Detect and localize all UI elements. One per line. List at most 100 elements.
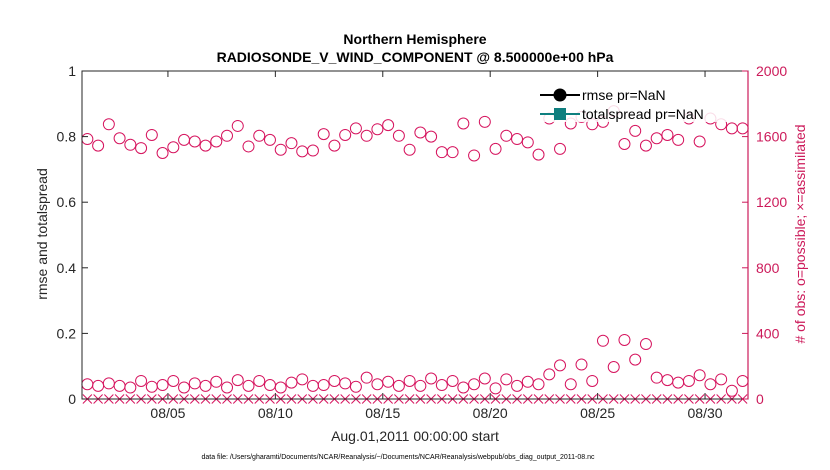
y-right-tick-label: 1600: [756, 129, 787, 145]
obs-possible-point: [102, 377, 115, 390]
obs-possible-point: [403, 143, 416, 156]
obs-possible-point: [478, 115, 491, 128]
obs-possible-point: [629, 353, 642, 366]
obs-possible-point: [231, 119, 244, 132]
obs-possible-point: [124, 381, 137, 394]
obs-possible-point: [113, 132, 126, 145]
obs-possible-point: [575, 358, 588, 371]
obs-possible-point: [296, 145, 309, 158]
obs-possible-point: [221, 129, 234, 142]
x-tick-label: 08/30: [688, 405, 723, 421]
obs-possible-point: [468, 149, 481, 162]
obs-possible-point: [414, 126, 427, 139]
obs-possible-point: [92, 379, 105, 392]
obs-possible-point: [156, 379, 169, 392]
obs-possible-point: [81, 133, 94, 146]
obs-possible-point: [403, 374, 416, 387]
obs-possible-point: [263, 379, 276, 392]
y-left-tick-label: 0.8: [57, 129, 77, 145]
obs-possible-point: [511, 133, 524, 146]
obs-possible-point: [210, 375, 223, 388]
y-right-tick-label: 0: [756, 391, 764, 407]
obs-possible-point: [425, 372, 438, 385]
obs-possible-point: [199, 379, 212, 392]
obs-possible-point: [339, 377, 352, 390]
obs-possible-point: [715, 373, 728, 386]
obs-possible-point: [650, 132, 663, 145]
obs-possible-point: [124, 138, 137, 151]
obs-possible-point: [188, 377, 201, 390]
obs-possible-point: [135, 142, 148, 155]
obs-possible-point: [135, 374, 148, 387]
obs-possible-point: [360, 371, 373, 384]
obs-possible-point: [564, 378, 577, 391]
x-tick-label: 08/20: [473, 405, 508, 421]
obs-possible-point: [682, 374, 695, 387]
obs-possible-point: [156, 147, 169, 159]
obs-possible-point: [188, 135, 201, 148]
obs-possible-point: [296, 373, 309, 386]
obs-possible-point: [478, 372, 491, 385]
y-left-tick-label: 0.4: [57, 260, 77, 276]
obs-possible-point: [167, 374, 180, 387]
chart-title-line1: Northern Hemisphere: [343, 31, 486, 47]
obs-possible-point: [554, 142, 567, 155]
obs-possible-point: [199, 139, 212, 152]
obs-possible-point: [145, 380, 158, 393]
obs-possible-point: [349, 380, 362, 393]
obs-possible-point: [500, 129, 513, 142]
obs-possible-point: [650, 371, 663, 384]
obs-possible-point: [349, 122, 362, 135]
x-tick-label: 08/15: [365, 405, 400, 421]
obs-possible-point: [414, 379, 427, 392]
y-right-tick-label: 800: [756, 260, 780, 276]
obs-possible-point: [543, 368, 556, 381]
obs-possible-point: [317, 379, 330, 392]
x-axis-label: Aug.01,2011 00:00:00 start: [331, 428, 499, 444]
chart-title-line2: RADIOSONDE_V_WIND_COMPONENT @ 8.500000e+…: [217, 49, 614, 65]
obs-possible-point: [629, 124, 642, 137]
obs-possible-point: [693, 135, 706, 148]
legend-label: totalspread pr=NaN: [582, 106, 704, 122]
obs-possible-point: [554, 359, 567, 372]
obs-possible-point: [360, 129, 373, 142]
obs-possible-point: [672, 133, 685, 146]
obs-possible-point: [468, 378, 481, 391]
obs-possible-point: [392, 379, 405, 392]
obs-possible-point: [339, 128, 352, 141]
obs-possible-point: [511, 379, 524, 392]
obs-possible-point: [457, 117, 470, 130]
obs-possible-point: [725, 122, 738, 135]
obs-possible-point: [725, 384, 738, 397]
obs-possible-point: [521, 375, 534, 388]
legend-box: [536, 84, 736, 122]
y-right-tick-label: 400: [756, 325, 780, 341]
obs-possible-point: [253, 129, 266, 142]
obs-possible-point: [607, 361, 620, 374]
legend-label: rmse pr=NaN: [582, 87, 666, 103]
axes-layer: 08/05 08/10 08/15 08/20 08/25 08/30 0 0.2 0.4 0.6…: [57, 63, 788, 421]
legend-marker-square: [554, 108, 566, 120]
obs-possible-point: [178, 133, 191, 146]
obs-possible-point: [285, 137, 298, 150]
obs-possible-point: [167, 141, 180, 154]
obs-possible-point: [457, 381, 470, 394]
obs-possible-point: [586, 374, 599, 387]
legend: rmse pr=NaN totalspread pr=NaN: [536, 84, 736, 122]
obs-possible-point: [392, 129, 405, 142]
obs-possible-point: [328, 374, 341, 387]
obs-possible-point: [446, 146, 459, 159]
x-tick-label: 08/05: [150, 405, 185, 421]
obs-possible-point: [521, 136, 534, 149]
obs-possible-point: [639, 139, 652, 152]
obs-possible-point: [736, 122, 749, 135]
obs-possible-point: [500, 373, 513, 386]
obs-possible-point: [113, 379, 126, 392]
obs-possible-point: [661, 128, 674, 141]
obs-possible-point: [446, 374, 459, 387]
obs-possible-point: [435, 379, 448, 392]
obs-possible-point: [489, 142, 502, 155]
obs-possible-point: [382, 119, 395, 132]
y-left-tick-label: 0.2: [57, 325, 77, 341]
obs-possible-point: [242, 140, 255, 153]
